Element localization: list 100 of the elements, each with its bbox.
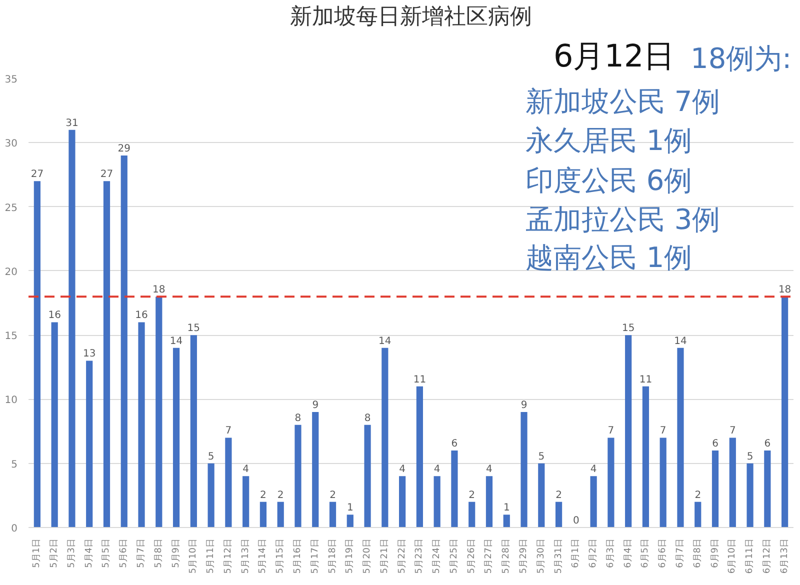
x-tick-label: 5月20日	[362, 538, 373, 574]
data-label: 7	[660, 426, 666, 437]
x-tick-label: 5月2日	[50, 538, 60, 568]
bar	[294, 424, 302, 528]
annotation: 永久居民 1例	[526, 124, 692, 157]
x-tick-label: 6月1日	[571, 538, 582, 568]
bar	[538, 463, 545, 528]
bar	[712, 450, 719, 528]
x-tick-label: 6月4日	[623, 538, 634, 568]
data-label: 4	[590, 464, 597, 476]
x-tick-label: 5月4日	[84, 538, 94, 568]
bar	[746, 463, 754, 528]
data-label: 4	[434, 464, 440, 476]
x-tick-label: 5月5日	[102, 538, 112, 568]
x-tick-label: 5月11日	[206, 538, 216, 574]
data-label: 7	[608, 426, 614, 437]
x-tick-label: 5月3日	[66, 538, 77, 568]
annotation: 新加坡公民 7例	[526, 85, 720, 118]
x-tick-label: 5月6日	[119, 538, 130, 568]
data-label: 2	[260, 490, 266, 501]
x-tick-label: 5月30日	[536, 538, 546, 574]
y-tick-label: 30	[4, 138, 18, 150]
bar	[346, 514, 354, 528]
data-label: 11	[413, 374, 426, 386]
x-tick-label: 5月9日	[171, 538, 182, 568]
data-label: 4	[486, 464, 492, 476]
data-label: 1	[503, 502, 510, 514]
bar	[277, 502, 284, 528]
bar	[312, 412, 319, 528]
data-label: 29	[118, 143, 130, 154]
y-tick-label: 5	[11, 459, 18, 470]
bar	[172, 348, 180, 528]
data-label: 18	[778, 284, 792, 296]
text: 6月12日	[554, 38, 675, 74]
bar	[555, 502, 562, 528]
y-tick-label: 25	[4, 202, 18, 214]
data-label: 27	[30, 169, 44, 180]
data-label: 4	[399, 464, 406, 476]
data-label: 6	[451, 438, 458, 450]
x-tick-label: 6月13日	[780, 538, 790, 574]
bar	[68, 130, 76, 528]
data-label: 0	[572, 516, 580, 526]
x-tick-label: 6月9日	[710, 538, 720, 568]
bar	[782, 296, 788, 528]
bar	[503, 514, 510, 528]
data-label: 2	[694, 490, 702, 501]
y-tick-label: 20	[4, 266, 18, 278]
x-tick-label: 6月7日	[675, 538, 686, 568]
data-label: 31	[66, 118, 78, 129]
x-tick-label: 6月2日	[588, 538, 599, 568]
data-label: 9	[312, 400, 319, 412]
x-tick-label: 5月26日	[466, 538, 477, 574]
bar	[468, 502, 476, 528]
data-label: 8	[294, 412, 302, 424]
chart-title: 新加坡每日新增社区病例	[290, 4, 532, 30]
x-tick-label: 5月15日	[276, 538, 286, 574]
data-label: 6	[764, 438, 771, 450]
x-tick-label: 5月14日	[258, 538, 268, 574]
bar	[434, 476, 440, 528]
bar	[590, 476, 597, 528]
bar	[399, 476, 406, 528]
data-label: 14	[378, 336, 392, 347]
bar	[451, 450, 458, 528]
bar	[242, 476, 250, 528]
annotation: 孟加拉公民 3例	[526, 203, 720, 236]
bar	[103, 181, 110, 528]
data-label: 27	[100, 169, 114, 180]
data-label: 5	[208, 451, 214, 462]
x-tick-label: 5月23日	[414, 538, 425, 574]
data-label: 16	[48, 310, 61, 322]
data-label: 2	[468, 490, 476, 501]
bar	[677, 348, 684, 528]
x-tick-label: 5月25日	[449, 538, 460, 574]
data-label: 16	[135, 310, 148, 322]
x-tick-label: 5月29日	[519, 538, 530, 574]
data-label: 15	[622, 323, 635, 334]
x-tick-label: 5月22日	[397, 538, 408, 574]
x-tick-label: 5月19日	[345, 538, 356, 574]
x-tick-label: 5月7日	[136, 538, 147, 568]
data-label: 11	[639, 374, 652, 386]
bar	[608, 438, 614, 528]
data-label: 7	[729, 426, 736, 437]
x-tick-label: 5月21日	[380, 538, 390, 574]
bar	[51, 322, 58, 528]
data-label: 5	[538, 451, 545, 462]
y-tick-label: 15	[4, 331, 18, 342]
x-tick-label: 6月5日	[640, 538, 651, 568]
bar	[382, 348, 388, 528]
text: 18例为:	[690, 42, 792, 75]
bar	[86, 360, 93, 528]
bar	[520, 412, 528, 528]
y-tick-label: 35	[4, 74, 18, 86]
x-tick-label: 5月10日	[188, 538, 199, 574]
x-tick-label: 5月13日	[240, 538, 251, 574]
data-label: 2	[556, 490, 562, 501]
data-label: 6	[712, 438, 718, 450]
bar	[208, 463, 214, 528]
data-label: 18	[152, 284, 166, 296]
data-label: 2	[330, 490, 336, 501]
bar	[190, 335, 197, 528]
